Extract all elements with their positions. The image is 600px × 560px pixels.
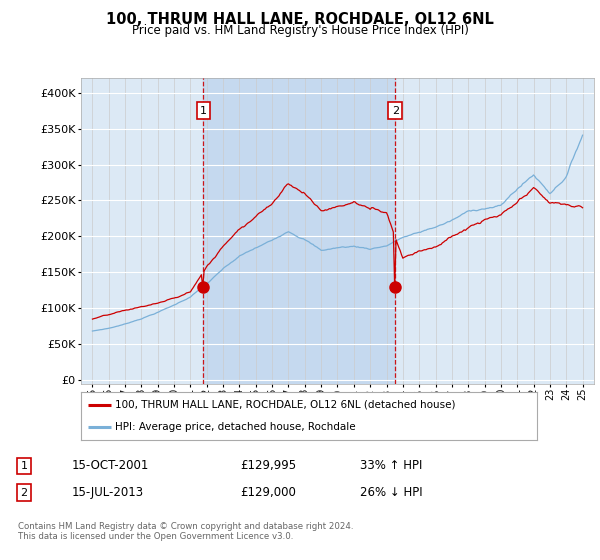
Text: 15-JUL-2013: 15-JUL-2013 [72,486,144,500]
Text: HPI: Average price, detached house, Rochdale: HPI: Average price, detached house, Roch… [115,422,356,432]
Text: Price paid vs. HM Land Registry's House Price Index (HPI): Price paid vs. HM Land Registry's House … [131,24,469,36]
Text: Contains HM Land Registry data © Crown copyright and database right 2024.
This d: Contains HM Land Registry data © Crown c… [18,522,353,542]
Text: 1: 1 [20,461,28,471]
Text: 15-OCT-2001: 15-OCT-2001 [72,459,149,473]
Text: £129,995: £129,995 [240,459,296,473]
Text: £129,000: £129,000 [240,486,296,500]
Text: 2: 2 [392,106,399,116]
Text: 33% ↑ HPI: 33% ↑ HPI [360,459,422,473]
Text: 26% ↓ HPI: 26% ↓ HPI [360,486,422,500]
Text: 100, THRUM HALL LANE, ROCHDALE, OL12 6NL: 100, THRUM HALL LANE, ROCHDALE, OL12 6NL [106,12,494,27]
Text: 1: 1 [200,106,207,116]
Text: 2: 2 [20,488,28,498]
Bar [203,78,395,384]
Text: 100, THRUM HALL LANE, ROCHDALE, OL12 6NL (detached house): 100, THRUM HALL LANE, ROCHDALE, OL12 6NL… [115,400,456,410]
